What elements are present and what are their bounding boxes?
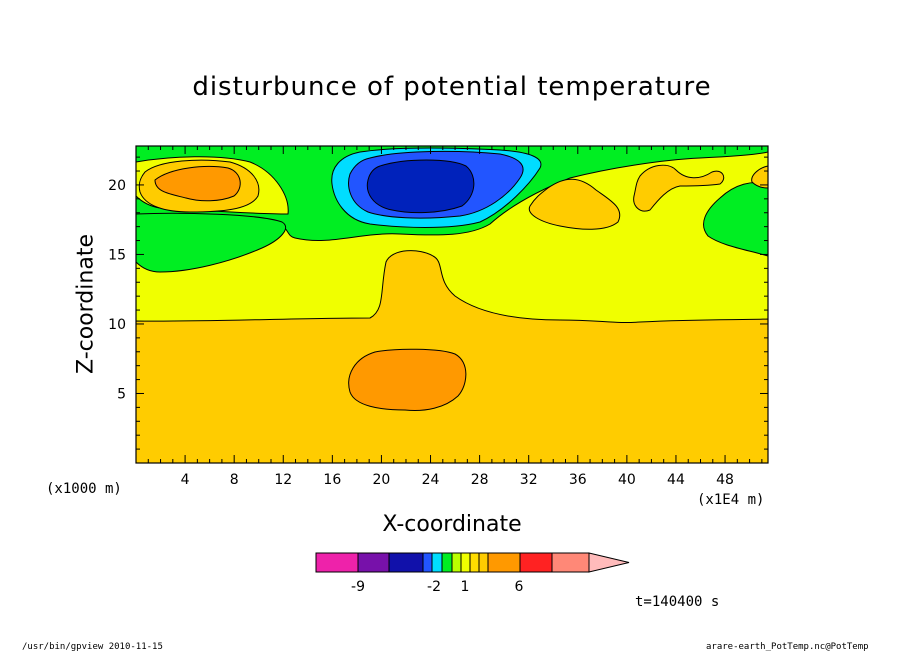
x-tick-label: 36 (569, 472, 587, 488)
x-axis-ticks: 4 8 12 16 20 24 28 32 36 40 44 48 (147, 146, 763, 488)
x-tick-label: 44 (667, 472, 685, 488)
region-orange-upper-right (633, 164, 725, 212)
x-tick-label: 32 (520, 472, 538, 488)
y-axis-ticks: 5 10 15 20 (108, 156, 768, 450)
colorbar-swatch (469, 552, 480, 573)
colorbar: -9 -2 1 6 (315, 552, 630, 595)
y-tick-label: 15 (108, 247, 126, 263)
colorbar-extend-arrow (588, 552, 630, 573)
x-tick-label: 40 (618, 472, 636, 488)
footer-left: /usr/bin/gpview 2010-11-15 (22, 642, 163, 652)
colorbar-swatch (487, 552, 521, 573)
x-tick-label: 28 (471, 472, 489, 488)
x-tick-label: 24 (422, 472, 440, 488)
x-unit-note: (x1E4 m) (697, 492, 765, 508)
colorbar-swatch (431, 552, 443, 573)
time-label: t=140400 s (635, 594, 720, 610)
colorbar-swatch (519, 552, 553, 573)
x-tick-label: 12 (274, 472, 292, 488)
region-orange-edge-right (751, 165, 768, 189)
colorbar-swatch (357, 552, 390, 573)
region-orange-upper-mid (528, 178, 621, 230)
y-tick-label: 5 (117, 386, 126, 402)
colorbar-label: -2 (427, 579, 441, 595)
x-tick-label: 16 (323, 472, 341, 488)
x-tick-label: 8 (230, 472, 239, 488)
colorbar-swatch (478, 552, 489, 573)
colorbar-swatch (551, 552, 590, 573)
y-tick-label: 10 (108, 317, 126, 333)
region-green-left (136, 212, 287, 273)
chart-title: disturbunce of potential temperature (192, 72, 712, 102)
region-cold-core (366, 159, 475, 214)
colorbar-swatch (460, 552, 471, 573)
colorbar-swatch (388, 552, 424, 573)
colorbar-swatch (422, 552, 433, 573)
colorbar-swatch (451, 552, 462, 573)
x-axis-label: X-coordinate (382, 512, 522, 537)
region-green-right (703, 182, 768, 257)
colorbar-swatch (315, 552, 359, 573)
plot-frame (135, 145, 769, 464)
colorbar-label: 1 (461, 579, 470, 595)
y-tick-label: 20 (108, 178, 126, 194)
colorbar-swatch (441, 552, 453, 573)
colorbar-label: 6 (515, 579, 524, 595)
x-tick-label: 20 (373, 472, 391, 488)
region-warm-core-upper (154, 166, 241, 202)
x-tick-label: 4 (181, 472, 190, 488)
region-warm-core-lower (348, 348, 467, 411)
footer-right: arare-earth_PotTemp.nc@PotTemp (706, 642, 869, 652)
x-tick-label: 48 (716, 472, 734, 488)
y-unit-note: (x1000 m) (46, 481, 122, 497)
contour-fields (136, 146, 768, 463)
y-axis-label: Z-coordinate (73, 234, 99, 374)
colorbar-label: -9 (351, 579, 365, 595)
